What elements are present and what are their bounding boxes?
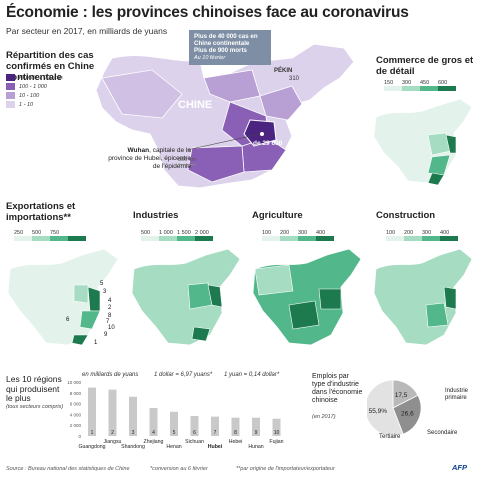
exports-legend: 250 500 750 <box>14 230 86 241</box>
bar-rank-label: 7 <box>214 430 217 436</box>
bar-guangdong <box>88 387 96 436</box>
cases-legend: Plus de 1 000 cas 100 - 1 000 10 - 100 1… <box>6 73 63 109</box>
pie-value-label: 26,6 <box>401 410 414 417</box>
conversion-note: *conversion au 6 février <box>150 466 208 472</box>
agriculture-map <box>252 248 362 346</box>
bar-rank-label: 4 <box>152 430 155 436</box>
agriculture-legend: 100 200 300 400 <box>262 230 334 241</box>
bar-category-label: Guangdong <box>78 444 105 450</box>
bar-rank-label: 10 <box>274 430 280 436</box>
bar-sichuan <box>190 416 199 436</box>
commerce-legend: 150 300 450 600 <box>384 80 456 91</box>
bar-rank-label: 2 <box>111 430 114 436</box>
top-regions-bar-chart: 0 2 000 4 000 6 000 8 000 10 000 1 Guangdong 2 Ji… <box>67 380 283 450</box>
pie-title: Emplois par type d'industrie dans l'écon… <box>312 373 363 404</box>
bar-jiangsu <box>108 389 117 436</box>
source-note: Source : Bureau national des statistique… <box>6 466 130 472</box>
hubei-province <box>243 119 277 147</box>
commerce-title: Commerce de gros et de détail <box>376 55 474 77</box>
bar-rank-label: 6 <box>193 430 196 436</box>
y-tick-label: 0 <box>78 434 81 439</box>
bar-hunan <box>252 417 260 436</box>
cases-info-box: Plus de 40 000 cas en Chine continentale… <box>189 30 271 65</box>
bar-chart-unit: en milliards de yuans <box>82 372 139 378</box>
bar-category-label: Hubei <box>208 444 223 450</box>
pie-category-label: Industrie primaire <box>445 388 469 401</box>
bar-rank-label: 1 <box>91 430 94 436</box>
exchange-note-2: 1 yuan = 0,14 dollar* <box>224 372 280 378</box>
pie-slice-1 <box>392 394 422 435</box>
origin-note: **par origine de l'importateur/exportate… <box>236 466 335 472</box>
bar-henan <box>170 411 178 436</box>
bar-category-label: Hebei <box>229 439 243 445</box>
bar-hubei <box>211 416 219 436</box>
legend-item: 10 - 100 <box>6 91 63 100</box>
y-tick-label: 8 000 <box>70 391 82 396</box>
bar-chart-subtitle: (tous secteurs compris) <box>6 404 64 410</box>
wuhan-annotation: Wuhan, capitale de la province de Hubei,… <box>108 147 191 170</box>
y-tick-label: 2 000 <box>70 423 82 428</box>
employment-pie-chart: 17,5 26,6 55,9% Industrie primaire Secondaire… <box>367 379 469 440</box>
exports-title: Exportations et importations** <box>6 201 76 223</box>
exports-map <box>7 248 119 346</box>
pie-subtitle: (en 2017) <box>312 414 336 420</box>
bar-shandong <box>129 396 137 436</box>
industries-map <box>131 248 241 346</box>
beijing-label: PÉKIN <box>274 68 293 74</box>
bar-zhejiang <box>149 408 158 436</box>
bar-chart-title: Les 10 régions qui produisent le plus <box>6 374 62 403</box>
y-tick-label: 6 000 <box>70 402 82 407</box>
bar-fujian <box>272 418 281 436</box>
main-map-title: Répartition des cas confirmés en Chine c… <box>6 50 95 83</box>
afp-logo: AFP <box>452 463 467 472</box>
china-label: CHINE <box>178 99 213 111</box>
pie-value-label: 55,9% <box>369 408 388 415</box>
bar-rank-label: 8 <box>234 430 237 436</box>
bar-hebei <box>231 417 240 436</box>
pie-value-label: 17,5 <box>395 392 408 399</box>
legend-item: 100 - 1 000 <box>6 82 63 91</box>
page-title: Économie : les provinces chinoises face … <box>6 4 409 21</box>
scale-bar: 500 km <box>178 157 197 165</box>
beijing-value: 310 <box>289 76 300 82</box>
bar-rank-label: 3 <box>132 430 135 436</box>
bar-category-label: Hunan <box>248 444 263 450</box>
bar-category-label: Zhejiang <box>144 439 164 445</box>
construction-map <box>373 248 473 346</box>
main-china-map <box>95 43 355 189</box>
commerce-map <box>373 98 473 186</box>
industries-legend: 500 1 000 1 500 2 000 <box>141 230 213 241</box>
y-tick-label: 4 000 <box>70 412 82 417</box>
legend-item: Plus de 1 000 cas <box>6 73 63 82</box>
page-subtitle: Par secteur en 2017, en milliards de yua… <box>6 26 168 36</box>
industries-title: Industries <box>133 210 179 221</box>
pie-category-label: Secondaire <box>427 430 458 436</box>
bar-category-label: Sichuan <box>185 439 204 445</box>
pie-category-label: Tertiaire <box>379 434 401 440</box>
bar-rank-label: 5 <box>173 430 176 436</box>
construction-legend: 100 200 300 400 <box>386 230 458 241</box>
construction-title: Construction <box>376 210 436 221</box>
bar-category-label: Jiangsu <box>104 439 122 445</box>
bar-rank-label: 9 <box>255 430 258 436</box>
y-tick-label: 10 000 <box>67 380 81 385</box>
exports-rank-labels: 1 2 3 4 5 6 7 8 9 10 <box>66 281 115 346</box>
legend-item: 1 - 10 <box>6 100 63 109</box>
bar-category-label: Fujian <box>269 439 283 445</box>
exchange-note-1: 1 dollar = 6,97 yuans* <box>154 372 213 378</box>
bar-category-label: Shandong <box>121 444 145 450</box>
hubei-cases: de 29 600 <box>253 140 283 147</box>
pie-slice-2 <box>367 379 404 437</box>
bar-category-label: Henan <box>166 444 181 450</box>
agriculture-title: Agriculture <box>252 210 303 221</box>
